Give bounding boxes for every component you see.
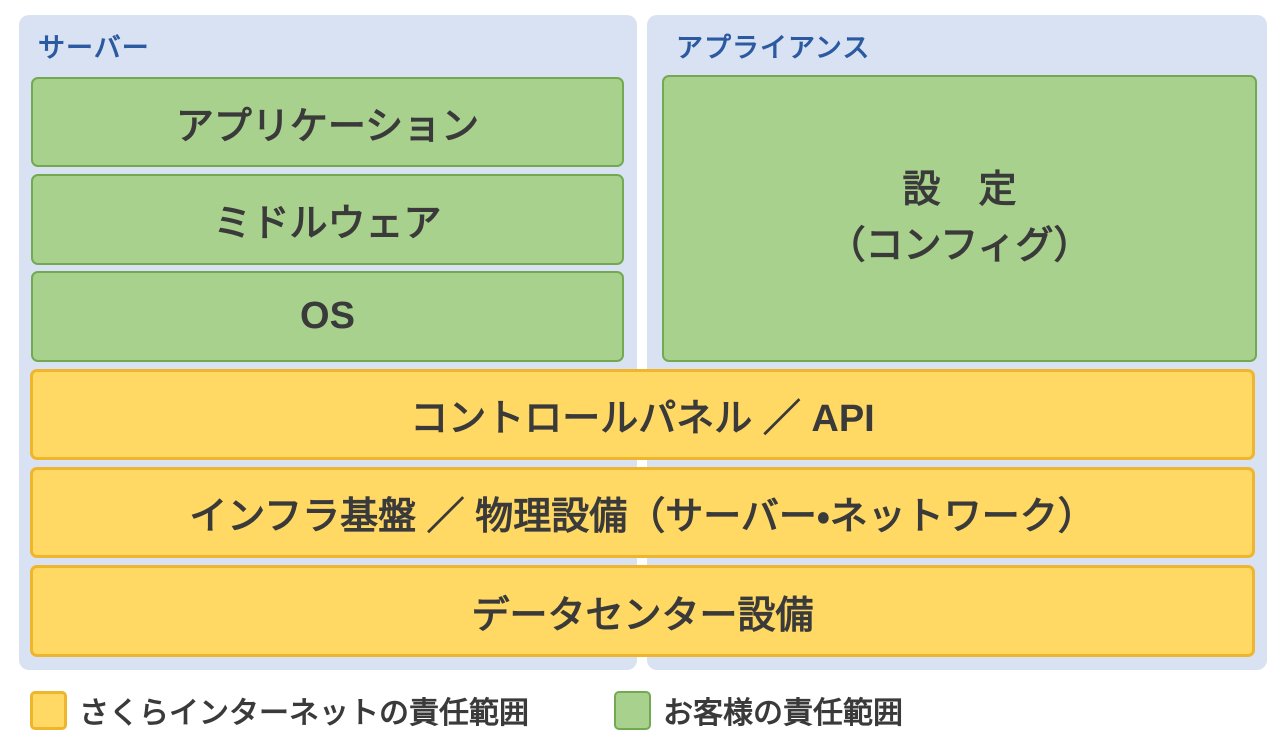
legend-green-swatch: [614, 690, 651, 730]
row-infrastructure-physical: インフラ基盤 ／ 物理設備（サーバー・ネットワーク）: [30, 467, 1255, 558]
legend: さくらインターネットの責任範囲 お客様の責任範囲: [30, 688, 903, 732]
box-config: 設 定 （コンフィグ）: [662, 75, 1257, 362]
legend-item-customer: お客様の責任範囲: [614, 688, 903, 732]
box-os: OS: [31, 271, 624, 362]
appliance-panel-title: アプライアンス: [676, 33, 871, 63]
legend-customer-label: お客様の責任範囲: [663, 697, 903, 730]
row-datacenter-facilities: データセンター設備: [30, 565, 1255, 657]
box-config-line2: （コンフィグ）: [827, 224, 1092, 267]
row-control-panel-api: コントロールパネル ／ API: [30, 369, 1255, 460]
legend-yellow-swatch: [30, 690, 67, 730]
box-middleware: ミドルウェア: [31, 174, 624, 265]
server-panel-title: サーバー: [38, 33, 150, 63]
box-application: アプリケーション: [31, 77, 624, 167]
box-config-line1: 設 定: [902, 169, 1017, 212]
legend-item-provider: さくらインターネットの責任範囲: [30, 688, 529, 732]
legend-provider-label: さくらインターネットの責任範囲: [79, 697, 529, 730]
